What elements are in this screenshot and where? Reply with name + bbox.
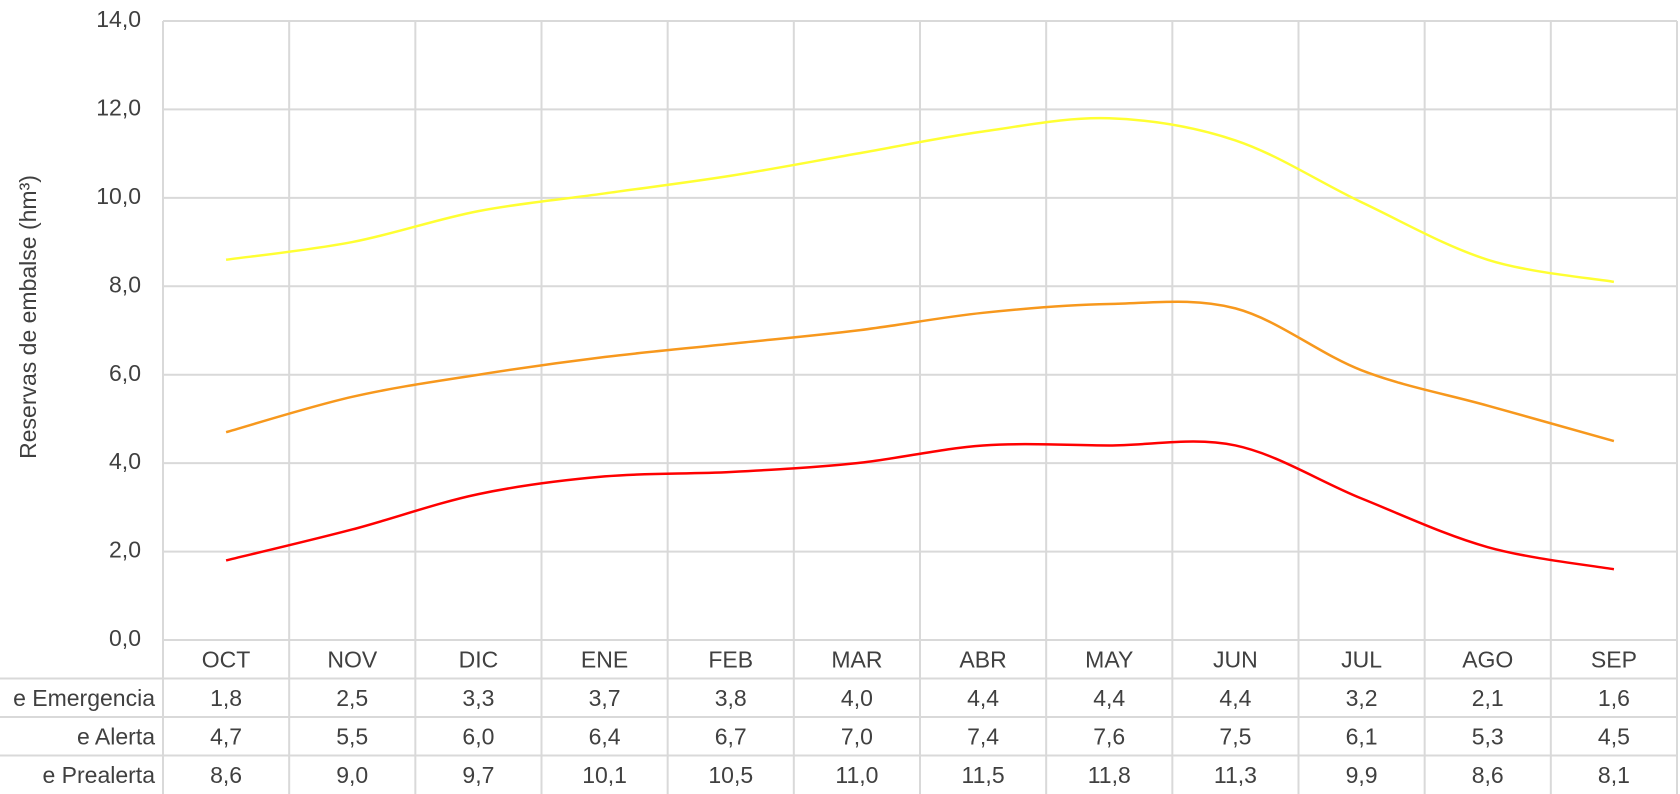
y-tick-label: 10,0 [96, 183, 141, 209]
table-value: 7,4 [967, 723, 999, 749]
y-tick-label: 12,0 [96, 95, 141, 121]
x-tick-label: JUN [1213, 646, 1258, 672]
table-value: 11,5 [962, 762, 1005, 788]
table-value: 10,5 [708, 762, 753, 788]
x-tick-label: FEB [708, 646, 753, 672]
table-value: 3,2 [1346, 685, 1378, 711]
table-value: 3,3 [462, 685, 494, 711]
table-value: 4,4 [967, 685, 999, 711]
table-value: 8,6 [1472, 762, 1504, 788]
table-value: 3,7 [589, 685, 621, 711]
y-tick-label: 6,0 [109, 360, 141, 386]
table-value: 7,6 [1093, 723, 1125, 749]
series-line [225, 300, 1615, 443]
table-row-label: e Prealerta [42, 762, 155, 788]
x-tick-label: MAR [831, 646, 882, 672]
table-value: 9,7 [462, 762, 494, 788]
table-value: 6,1 [1346, 723, 1378, 749]
table-value: 7,0 [841, 723, 873, 749]
x-tick-label: MAY [1085, 646, 1133, 672]
table-value: 11,8 [1088, 762, 1131, 788]
table-value: 6,0 [462, 723, 494, 749]
table-value: 4,7 [210, 723, 242, 749]
table-value: 10,1 [582, 762, 627, 788]
x-tick-label: AGO [1462, 646, 1513, 672]
x-tick-label: JUL [1341, 646, 1382, 672]
table-row-label: e Alerta [77, 723, 155, 749]
x-tick-label: ABR [959, 646, 1006, 672]
table-value: 4,4 [1219, 685, 1251, 711]
table-value: 5,3 [1472, 723, 1504, 749]
table-value: 2,1 [1472, 685, 1504, 711]
table-value: 2,5 [336, 685, 368, 711]
table-value: 4,4 [1093, 685, 1125, 711]
table-value: 8,1 [1598, 762, 1630, 788]
table-value: 9,9 [1346, 762, 1378, 788]
table-value: 5,5 [336, 723, 368, 749]
table-value: 3,8 [715, 685, 747, 711]
table-value: 9,0 [336, 762, 368, 788]
table-value: 4,5 [1598, 723, 1630, 749]
y-tick-label: 0,0 [109, 625, 141, 651]
x-tick-label: SEP [1591, 646, 1637, 672]
y-tick-label: 4,0 [109, 448, 141, 474]
table-row-label: e Emergencia [13, 685, 155, 711]
series-line [225, 116, 1615, 284]
x-tick-label: OCT [202, 646, 251, 672]
table-value: 4,0 [841, 685, 873, 711]
x-tick-label: NOV [327, 646, 378, 672]
table-value: 6,7 [715, 723, 747, 749]
x-tick-label: ENE [581, 646, 628, 672]
table-value: 1,8 [210, 685, 242, 711]
table-value: 8,6 [210, 762, 242, 788]
table-value: 11,3 [1214, 762, 1257, 788]
y-tick-label: 2,0 [109, 537, 141, 563]
y-tick-label: 8,0 [109, 271, 141, 297]
table-value: 6,4 [589, 723, 621, 749]
table-value: 1,6 [1598, 685, 1630, 711]
x-tick-label: DIC [459, 646, 499, 672]
y-tick-label: 14,0 [96, 6, 141, 32]
table-value: 11,0 [835, 762, 878, 788]
table-value: 7,5 [1219, 723, 1251, 749]
series-line [225, 440, 1615, 571]
y-axis-label: Reservas de embalse (hm³) [15, 175, 41, 459]
